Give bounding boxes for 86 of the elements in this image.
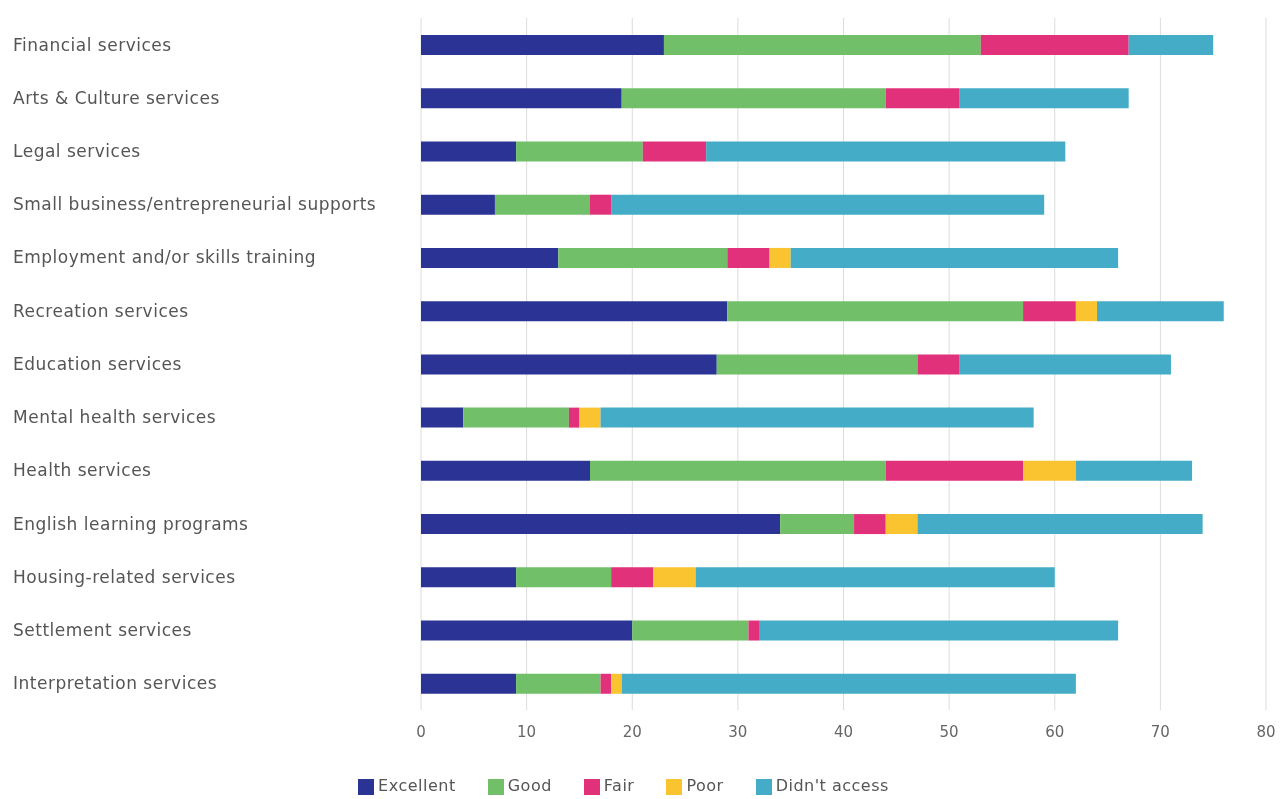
- bar: [421, 194, 495, 215]
- x-tick-label: 30: [728, 722, 748, 741]
- bar: [917, 354, 960, 375]
- bar: [769, 247, 791, 268]
- bar: [421, 407, 464, 428]
- bar: [980, 35, 1129, 55]
- bar: [568, 407, 580, 428]
- bar: [579, 407, 601, 428]
- y-tick-label: Employment and/or skills training: [13, 247, 317, 268]
- bar: [885, 514, 918, 535]
- bar: [494, 194, 590, 215]
- x-tick-label: 20: [622, 722, 642, 741]
- bar: [727, 247, 770, 268]
- y-tick-label: Recreation services: [13, 300, 189, 321]
- bar: [1023, 301, 1076, 322]
- bar: [421, 514, 781, 535]
- bar: [463, 407, 569, 428]
- bar: [780, 514, 855, 535]
- bar: [663, 35, 981, 55]
- legend-label: Fair: [603, 776, 635, 795]
- bar: [1097, 301, 1224, 322]
- y-tick-label: Legal services: [13, 141, 141, 162]
- y-tick-label: Housing-related services: [13, 566, 236, 587]
- y-tick-label: Small business/entrepreneurial supports: [13, 194, 377, 215]
- x-tick-label: 40: [833, 722, 854, 741]
- legend-label: Didn't access: [775, 776, 889, 795]
- x-tick-label: 60: [1045, 722, 1065, 741]
- bar: [706, 141, 1066, 162]
- bar: [421, 35, 664, 55]
- bar: [716, 354, 918, 375]
- y-tick-label: Financial services: [13, 34, 172, 55]
- legend-label: Poor: [686, 776, 724, 795]
- bar: [611, 673, 622, 694]
- bar: [600, 673, 612, 694]
- bar: [611, 567, 654, 588]
- x-tick-label: 10: [517, 722, 537, 741]
- bar: [695, 567, 1055, 588]
- bar: [421, 460, 590, 481]
- bar: [558, 247, 728, 268]
- bar: [621, 673, 1076, 694]
- bar: [421, 673, 517, 694]
- bar: [421, 141, 517, 162]
- y-tick-label: Health services: [13, 460, 152, 481]
- x-tick-label: 0: [416, 722, 426, 741]
- bar: [516, 673, 601, 694]
- bar: [642, 141, 707, 162]
- bar: [790, 247, 1119, 268]
- bar: [759, 620, 1119, 641]
- bar: [653, 567, 696, 588]
- bar: [854, 514, 886, 535]
- bar: [727, 301, 1024, 322]
- bar: [421, 567, 517, 588]
- bar: [421, 620, 633, 641]
- bar: [885, 88, 960, 109]
- bar: [621, 88, 886, 109]
- bar: [1128, 35, 1214, 55]
- y-tick-label: Interpretation services: [13, 673, 218, 694]
- legend-label: Excellent: [378, 776, 456, 795]
- x-tick-label: 70: [1150, 722, 1170, 741]
- bar: [1023, 460, 1076, 481]
- bar: [421, 247, 559, 268]
- bar: [516, 567, 612, 588]
- bar: [917, 514, 1203, 535]
- bar: [885, 460, 1024, 481]
- bar: [590, 460, 886, 481]
- y-tick-label: Education services: [13, 353, 182, 374]
- legend-label: Good: [507, 776, 552, 795]
- bar: [421, 88, 622, 109]
- y-tick-label: Mental health services: [13, 407, 217, 428]
- y-tick-label: English learning programs: [13, 513, 249, 534]
- bar: [600, 407, 1034, 428]
- bar: [959, 354, 1171, 375]
- bar: [632, 620, 749, 641]
- bar: [1075, 301, 1097, 322]
- bar: [748, 620, 759, 641]
- x-tick-label: 80: [1256, 722, 1276, 741]
- x-tick-label: 50: [939, 722, 959, 741]
- bar: [590, 194, 612, 215]
- y-tick-label: Arts & Culture services: [13, 87, 220, 108]
- bar: [421, 301, 728, 322]
- bar: [516, 141, 643, 162]
- bar: [1075, 460, 1193, 481]
- bar: [959, 88, 1129, 109]
- y-tick-label: Settlement services: [13, 620, 192, 641]
- bar: [611, 194, 1045, 215]
- bar: [421, 354, 717, 375]
